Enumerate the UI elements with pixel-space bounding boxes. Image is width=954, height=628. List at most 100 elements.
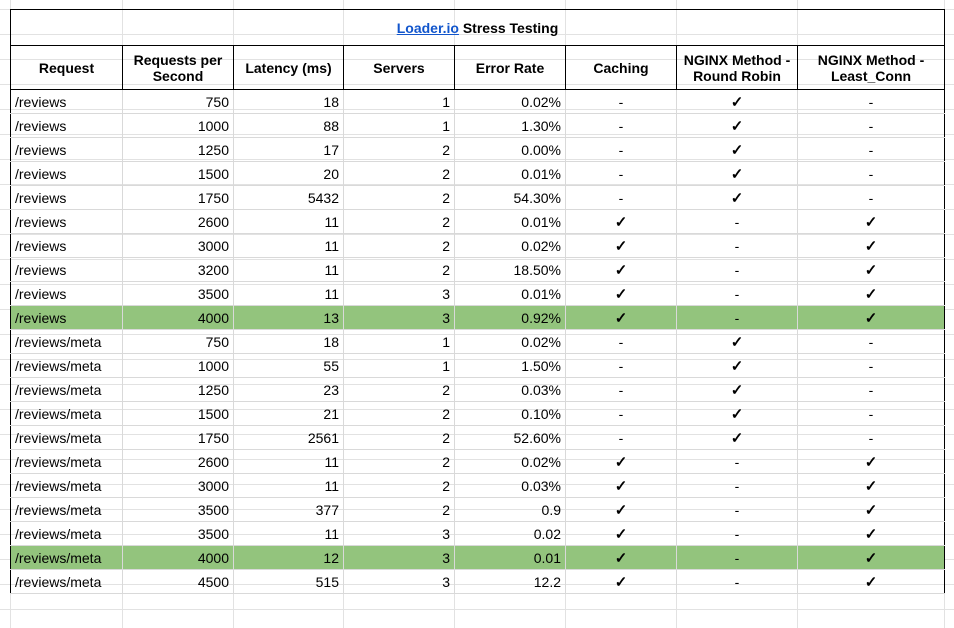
cell-nginx-least-conn[interactable]: - bbox=[797, 89, 945, 114]
cell-request[interactable]: /reviews bbox=[10, 233, 123, 258]
cell-error-rate[interactable]: 0.10% bbox=[454, 401, 566, 426]
cell-nginx-round-robin[interactable]: ✓ bbox=[676, 377, 798, 402]
cell-caching[interactable]: ✓ bbox=[565, 545, 677, 570]
cell-error-rate[interactable]: 1.50% bbox=[454, 353, 566, 378]
cell-requests-per-second[interactable]: 1000 bbox=[122, 353, 234, 378]
cell-latency[interactable]: 18 bbox=[233, 329, 344, 354]
cell-nginx-least-conn[interactable]: ✓ bbox=[797, 209, 945, 234]
cell-error-rate[interactable]: 0.02% bbox=[454, 449, 566, 474]
cell-servers[interactable]: 2 bbox=[343, 209, 455, 234]
cell-latency[interactable]: 377 bbox=[233, 497, 344, 522]
cell-error-rate[interactable]: 0.9 bbox=[454, 497, 566, 522]
cell-servers[interactable]: 2 bbox=[343, 161, 455, 186]
cell-caching[interactable]: - bbox=[565, 137, 677, 162]
cell-servers[interactable]: 2 bbox=[343, 425, 455, 450]
cell-requests-per-second[interactable]: 3200 bbox=[122, 257, 234, 282]
cell-latency[interactable]: 11 bbox=[233, 257, 344, 282]
cell-latency[interactable]: 12 bbox=[233, 545, 344, 570]
cell-nginx-round-robin[interactable]: - bbox=[676, 281, 798, 306]
cell-requests-per-second[interactable]: 1750 bbox=[122, 185, 234, 210]
cell-requests-per-second[interactable]: 3500 bbox=[122, 521, 234, 546]
cell-nginx-round-robin[interactable]: ✓ bbox=[676, 137, 798, 162]
cell-servers[interactable]: 2 bbox=[343, 377, 455, 402]
cell-request[interactable]: /reviews bbox=[10, 185, 123, 210]
cell-nginx-least-conn[interactable]: ✓ bbox=[797, 473, 945, 498]
cell-servers[interactable]: 3 bbox=[343, 545, 455, 570]
cell-nginx-round-robin[interactable]: - bbox=[676, 521, 798, 546]
cell-caching[interactable]: - bbox=[565, 89, 677, 114]
cell-latency[interactable]: 11 bbox=[233, 449, 344, 474]
cell-caching[interactable]: ✓ bbox=[565, 209, 677, 234]
cell-error-rate[interactable]: 0.03% bbox=[454, 473, 566, 498]
cell-requests-per-second[interactable]: 3500 bbox=[122, 281, 234, 306]
cell-nginx-round-robin[interactable]: - bbox=[676, 209, 798, 234]
cell-nginx-round-robin[interactable]: - bbox=[676, 257, 798, 282]
header-request[interactable]: Request bbox=[10, 45, 123, 90]
cell-request[interactable]: /reviews bbox=[10, 257, 123, 282]
cell-requests-per-second[interactable]: 1750 bbox=[122, 425, 234, 450]
cell-nginx-least-conn[interactable]: ✓ bbox=[797, 233, 945, 258]
cell-servers[interactable]: 3 bbox=[343, 521, 455, 546]
cell-servers[interactable]: 2 bbox=[343, 497, 455, 522]
cell-latency[interactable]: 13 bbox=[233, 305, 344, 330]
cell-latency[interactable]: 2561 bbox=[233, 425, 344, 450]
cell-latency[interactable]: 23 bbox=[233, 377, 344, 402]
cell-servers[interactable]: 2 bbox=[343, 257, 455, 282]
cell-error-rate[interactable]: 0.00% bbox=[454, 137, 566, 162]
cell-request[interactable]: /reviews bbox=[10, 113, 123, 138]
cell-request[interactable]: /reviews/meta bbox=[10, 425, 123, 450]
cell-error-rate[interactable]: 0.01% bbox=[454, 161, 566, 186]
cell-caching[interactable]: - bbox=[565, 353, 677, 378]
cell-nginx-round-robin[interactable]: - bbox=[676, 305, 798, 330]
cell-latency[interactable]: 5432 bbox=[233, 185, 344, 210]
cell-caching[interactable]: - bbox=[565, 401, 677, 426]
cell-error-rate[interactable]: 0.01% bbox=[454, 209, 566, 234]
cell-caching[interactable]: - bbox=[565, 161, 677, 186]
cell-requests-per-second[interactable]: 4000 bbox=[122, 545, 234, 570]
cell-servers[interactable]: 1 bbox=[343, 89, 455, 114]
cell-nginx-least-conn[interactable]: - bbox=[797, 161, 945, 186]
cell-nginx-round-robin[interactable]: ✓ bbox=[676, 353, 798, 378]
cell-nginx-least-conn[interactable]: ✓ bbox=[797, 497, 945, 522]
cell-servers[interactable]: 2 bbox=[343, 137, 455, 162]
cell-latency[interactable]: 21 bbox=[233, 401, 344, 426]
cell-error-rate[interactable]: 12.2 bbox=[454, 569, 566, 594]
cell-nginx-round-robin[interactable]: - bbox=[676, 569, 798, 594]
cell-nginx-least-conn[interactable]: - bbox=[797, 329, 945, 354]
cell-nginx-round-robin[interactable]: ✓ bbox=[676, 185, 798, 210]
cell-nginx-least-conn[interactable]: - bbox=[797, 185, 945, 210]
cell-caching[interactable]: ✓ bbox=[565, 449, 677, 474]
cell-request[interactable]: /reviews/meta bbox=[10, 569, 123, 594]
cell-servers[interactable]: 3 bbox=[343, 569, 455, 594]
cell-nginx-round-robin[interactable]: ✓ bbox=[676, 161, 798, 186]
loader-io-link[interactable]: Loader.io bbox=[396, 19, 459, 36]
cell-request[interactable]: /reviews/meta bbox=[10, 449, 123, 474]
cell-requests-per-second[interactable]: 2600 bbox=[122, 209, 234, 234]
cell-error-rate[interactable]: 0.01% bbox=[454, 281, 566, 306]
cell-requests-per-second[interactable]: 750 bbox=[122, 89, 234, 114]
cell-caching[interactable]: - bbox=[565, 185, 677, 210]
cell-caching[interactable]: ✓ bbox=[565, 233, 677, 258]
cell-nginx-least-conn[interactable]: ✓ bbox=[797, 305, 945, 330]
header-requests-per-second[interactable]: Requests per Second bbox=[122, 45, 234, 90]
cell-nginx-least-conn[interactable]: ✓ bbox=[797, 545, 945, 570]
cell-caching[interactable]: - bbox=[565, 425, 677, 450]
cell-request[interactable]: /reviews/meta bbox=[10, 377, 123, 402]
cell-nginx-round-robin[interactable]: ✓ bbox=[676, 113, 798, 138]
cell-latency[interactable]: 11 bbox=[233, 521, 344, 546]
cell-error-rate[interactable]: 52.60% bbox=[454, 425, 566, 450]
cell-request[interactable]: /reviews bbox=[10, 161, 123, 186]
cell-nginx-round-robin[interactable]: - bbox=[676, 233, 798, 258]
cell-servers[interactable]: 3 bbox=[343, 305, 455, 330]
cell-nginx-round-robin[interactable]: - bbox=[676, 449, 798, 474]
cell-nginx-round-robin[interactable]: ✓ bbox=[676, 329, 798, 354]
header-caching[interactable]: Caching bbox=[565, 45, 677, 90]
cell-requests-per-second[interactable]: 4000 bbox=[122, 305, 234, 330]
cell-latency[interactable]: 88 bbox=[233, 113, 344, 138]
cell-request[interactable]: /reviews bbox=[10, 89, 123, 114]
cell-caching[interactable]: ✓ bbox=[565, 473, 677, 498]
cell-servers[interactable]: 2 bbox=[343, 401, 455, 426]
cell-request[interactable]: /reviews/meta bbox=[10, 329, 123, 354]
cell-nginx-least-conn[interactable]: - bbox=[797, 137, 945, 162]
cell-nginx-round-robin[interactable]: - bbox=[676, 545, 798, 570]
